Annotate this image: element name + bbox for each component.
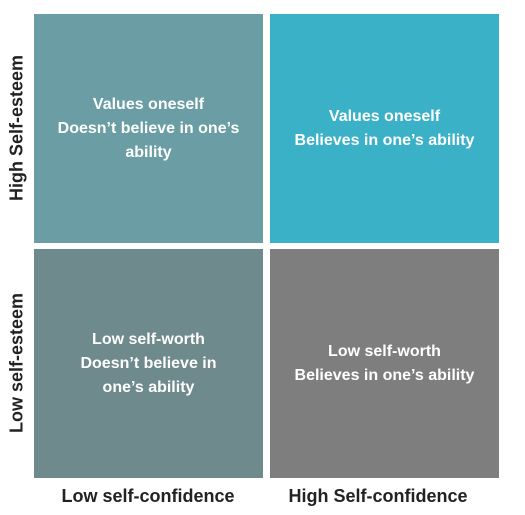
quadrant-line: Values oneself — [328, 107, 441, 125]
quadrant-line: ability — [125, 143, 172, 161]
quadrant-line: Doesn’t believe in — [80, 354, 217, 372]
quadrant-text: Low self-worth Believes in one’s ability — [295, 340, 475, 388]
quadrant-line: Values oneself — [92, 95, 205, 113]
quadrant-text: Values oneself Doesn’t believe in one’s … — [58, 93, 240, 165]
x-axis-low-label: Low self-confidence — [61, 486, 235, 506]
quadrant-low-esteem-low-confidence: Low self-worth Doesn’t believe in one’s … — [34, 249, 263, 478]
y-axis-low-label: Low self-esteem — [6, 292, 27, 434]
quadrant-line: Believes in one’s ability — [294, 131, 475, 149]
x-axis-high-label: High Self-confidence — [288, 486, 468, 506]
quadrant-line: Low self-worth — [92, 330, 205, 348]
quadrant-high-esteem-high-confidence: Values oneself Believes in one’s ability — [270, 14, 499, 243]
quadrant-text: Values oneself Believes in one’s ability — [295, 105, 475, 153]
y-axis-high-label: High Self-esteem — [6, 54, 27, 202]
quadrant-line: Believes in one’s ability — [294, 366, 475, 384]
quadrant-high-esteem-low-confidence: Values oneself Doesn’t believe in one’s … — [34, 14, 263, 243]
quadrant-text: Low self-worth Doesn’t believe in one’s … — [80, 328, 216, 400]
quadrant-line: one’s ability — [102, 378, 195, 396]
quadrant-line: Low self-worth — [328, 342, 441, 360]
quadrant-low-esteem-high-confidence: Low self-worth Believes in one’s ability — [270, 249, 499, 478]
quadrant-line: Doesn’t believe in one’s — [57, 119, 240, 137]
